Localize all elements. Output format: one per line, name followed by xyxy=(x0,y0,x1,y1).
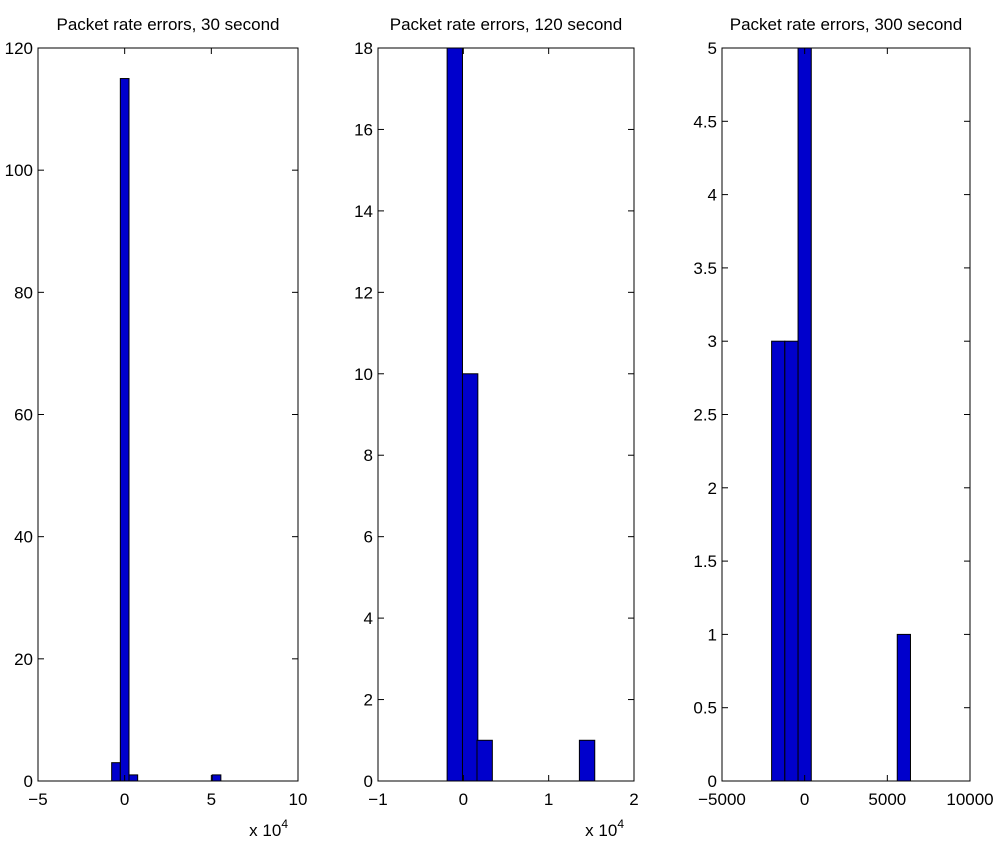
y-tick-label: 16 xyxy=(354,120,373,139)
x-exponent-label: x 104 xyxy=(585,817,624,840)
x-tick-label: 5 xyxy=(207,790,216,809)
y-tick-label: 20 xyxy=(14,650,33,669)
bar xyxy=(111,762,121,782)
x-tick-label: 5000 xyxy=(868,790,906,809)
y-tick-label: 4 xyxy=(364,609,373,628)
x-tick-label: 10000 xyxy=(946,790,993,809)
x-exponent-label: x 104 xyxy=(249,817,288,840)
chart-title: Packet rate errors, 30 second xyxy=(56,15,279,34)
y-tick-label: 1 xyxy=(708,625,717,644)
y-tick-label: 1.5 xyxy=(693,552,717,571)
bar xyxy=(461,373,479,782)
x-tick-label: 10 xyxy=(289,790,308,809)
bar xyxy=(578,739,596,782)
y-tick-label: 2.5 xyxy=(693,406,717,425)
bar xyxy=(476,739,493,782)
y-tick-label: 0.5 xyxy=(693,699,717,718)
y-tick-label: 0 xyxy=(364,772,373,791)
axes-box xyxy=(37,47,299,782)
chart-title: Packet rate errors, 300 second xyxy=(730,15,962,34)
x-tick-label: 0 xyxy=(800,790,809,809)
y-tick-label: 4 xyxy=(708,186,717,205)
chart-panel-2: Packet rate errors, 120 second0246810121… xyxy=(354,15,639,840)
bar xyxy=(784,340,799,782)
axes-box xyxy=(721,47,971,782)
y-tick-label: 12 xyxy=(354,283,373,302)
y-tick-label: 18 xyxy=(354,39,373,58)
y-tick-label: 10 xyxy=(354,365,373,384)
y-tick-label: 3 xyxy=(708,332,717,351)
bar xyxy=(446,47,463,782)
x-tick-label: 2 xyxy=(629,790,638,809)
y-tick-label: 0 xyxy=(708,772,717,791)
y-tick-label: 100 xyxy=(5,161,33,180)
chart-panel-1: Packet rate errors, 30 second 0 20 40 60 80 10… xyxy=(5,15,308,840)
x-tick-label: −1 xyxy=(368,790,387,809)
y-tick-label: 120 xyxy=(5,39,33,58)
y-tick-label: 3.5 xyxy=(693,259,717,278)
y-tick-label: 80 xyxy=(14,283,33,302)
x-tick-label: 0 xyxy=(120,790,129,809)
x-tick-label: −5 xyxy=(28,790,47,809)
bar xyxy=(128,774,139,782)
chart-title: Packet rate errors, 120 second xyxy=(390,15,622,34)
bar xyxy=(119,78,130,782)
y-tick-label: 2 xyxy=(364,691,373,710)
x-tick-label: 1 xyxy=(544,790,553,809)
x-tick-label: −5000 xyxy=(698,790,746,809)
bar xyxy=(211,774,222,782)
y-tick-label: 60 xyxy=(14,406,33,425)
y-tick-label: 5 xyxy=(708,39,717,58)
bar xyxy=(797,47,812,782)
chart-panel-3: Packet rate errors, 300 second 0 0.5 1 1.5 2 2… xyxy=(693,15,993,809)
bar xyxy=(771,340,786,782)
y-tick-label: 14 xyxy=(354,202,373,221)
bar xyxy=(896,633,911,782)
y-tick-label: 6 xyxy=(364,528,373,547)
y-tick-label: 8 xyxy=(364,446,373,465)
axes-box xyxy=(377,47,635,782)
y-tick-label: 4.5 xyxy=(693,112,717,131)
x-tick-label: 0 xyxy=(459,790,468,809)
y-tick-label: 0 xyxy=(24,772,33,791)
y-tick-label: 2 xyxy=(708,479,717,498)
y-tick-label: 40 xyxy=(14,528,33,547)
